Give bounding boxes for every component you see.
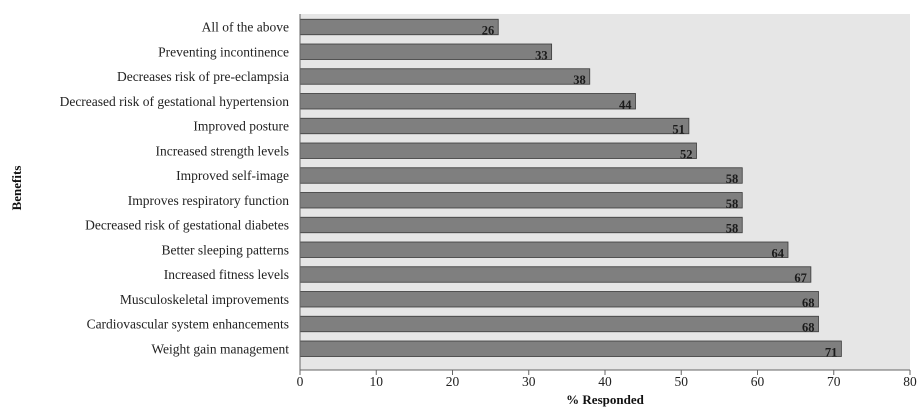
- category-label: Decreased risk of gestational diabetes: [85, 218, 289, 233]
- category-label: Better sleeping patterns: [162, 242, 289, 257]
- bar: [299, 266, 812, 283]
- bar: [299, 117, 690, 135]
- x-tick-label: 10: [370, 374, 384, 389]
- data-label: 26: [482, 24, 495, 38]
- x-axis-ticks: 0 10 20 30 40 50 60 70 80: [297, 370, 917, 389]
- data-label: 52: [680, 147, 693, 161]
- bar: [299, 93, 636, 110]
- data-label: 44: [619, 98, 632, 112]
- category-label: Decreased risk of gestational hypertensi…: [60, 94, 290, 109]
- x-tick-label: 40: [598, 374, 612, 389]
- y-axis-title: Benefits: [9, 166, 24, 211]
- data-label: 51: [672, 123, 685, 137]
- x-tick-label: 0: [297, 374, 304, 389]
- x-tick-label: 50: [675, 374, 689, 389]
- x-tick-label: 70: [827, 374, 841, 389]
- category-label: Preventing incontinence: [158, 44, 289, 59]
- category-labels: All of the above Preventing incontinence D…: [60, 20, 290, 357]
- bar: [299, 68, 591, 85]
- bar: [299, 192, 743, 209]
- bar: [299, 340, 842, 357]
- category-label: Improved self-image: [176, 168, 289, 183]
- data-label: 58: [726, 222, 739, 236]
- bar: [299, 43, 553, 60]
- data-label: 58: [726, 172, 739, 186]
- bar: [299, 291, 819, 308]
- x-axis-title: % Responded: [566, 392, 644, 407]
- data-label: 38: [573, 73, 586, 87]
- x-tick-label: 80: [903, 374, 917, 389]
- bar: [299, 18, 499, 36]
- category-label: Musculoskeletal improvements: [120, 292, 289, 307]
- data-label: 33: [535, 48, 548, 62]
- data-label: 68: [802, 321, 815, 335]
- category-label: Increased fitness levels: [164, 267, 289, 282]
- bar: [299, 241, 789, 258]
- data-label: 58: [726, 197, 739, 211]
- data-label: 64: [772, 246, 785, 260]
- x-tick-label: 20: [446, 374, 460, 389]
- category-label: Cardiovascular system enhancements: [87, 317, 289, 332]
- bar: [299, 216, 743, 234]
- category-label: Improved posture: [193, 119, 289, 134]
- category-label: Decreases risk of pre-eclampsia: [117, 69, 289, 84]
- bar: [299, 167, 743, 184]
- category-label: All of the above: [202, 20, 289, 35]
- x-tick-label: 30: [522, 374, 536, 389]
- data-label: 71: [825, 345, 838, 359]
- data-label: 68: [802, 296, 815, 310]
- x-tick-label: 60: [751, 374, 765, 389]
- category-label: Weight gain management: [151, 341, 289, 356]
- category-label: Increased strength levels: [156, 143, 289, 158]
- category-label: Improves respiratory function: [128, 193, 289, 208]
- data-label: 67: [794, 271, 807, 285]
- value-labels: 26 33 38 44 51 52 58 58 58 64 67 68 68 71: [482, 24, 838, 360]
- bar: [299, 142, 697, 159]
- bar: [299, 315, 819, 333]
